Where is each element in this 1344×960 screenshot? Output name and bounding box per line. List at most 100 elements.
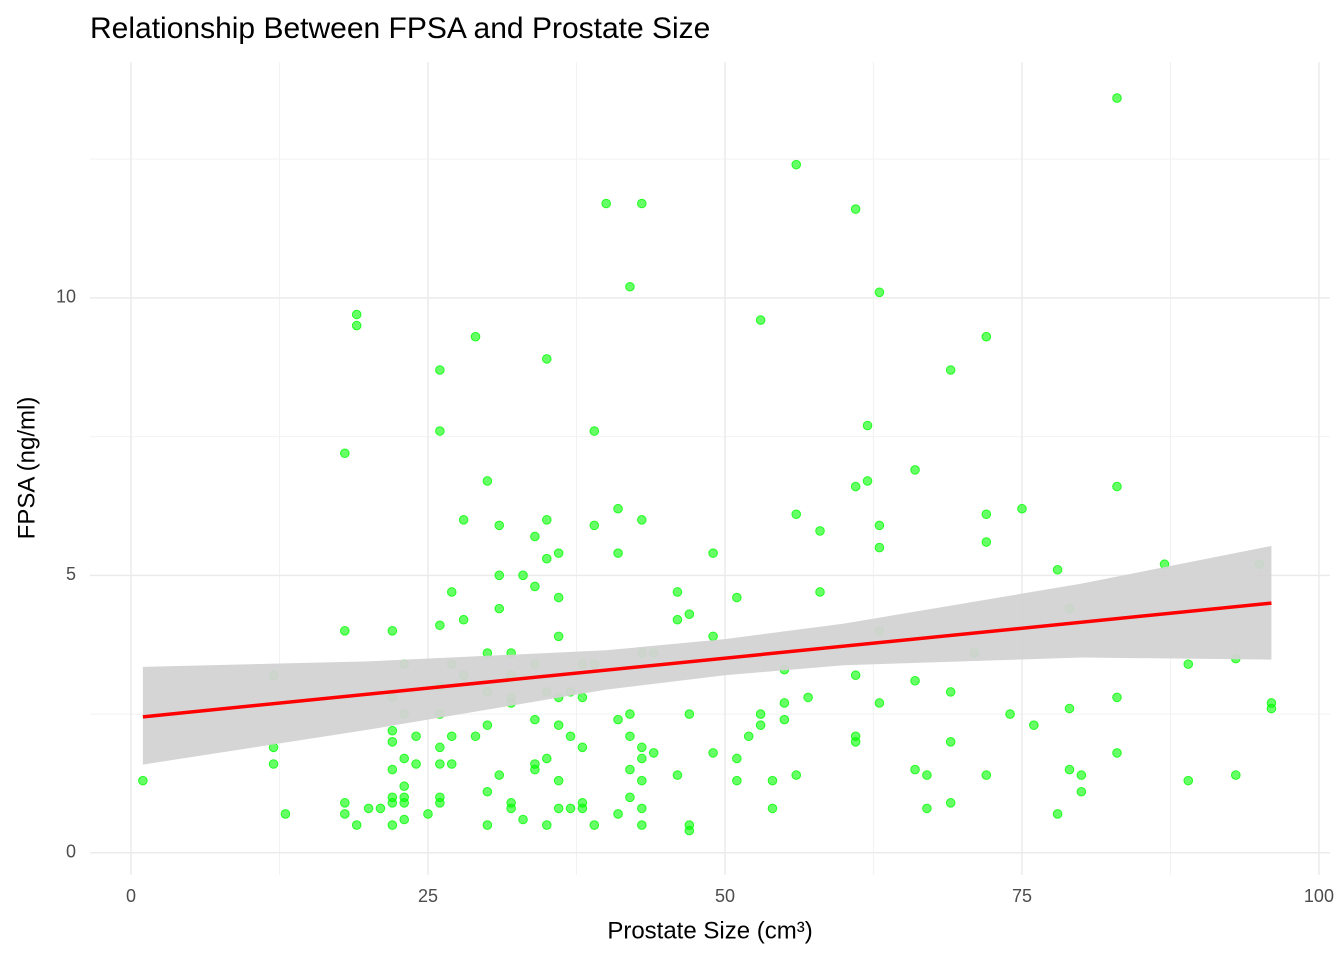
point <box>708 631 718 642</box>
point <box>850 204 861 214</box>
point <box>1005 709 1015 719</box>
point <box>981 770 992 780</box>
point <box>435 742 445 753</box>
point <box>518 814 528 825</box>
point <box>1183 659 1194 669</box>
point <box>387 737 398 747</box>
point <box>1112 692 1122 703</box>
point <box>625 764 635 775</box>
point <box>553 720 564 730</box>
point <box>446 731 457 742</box>
point <box>945 365 956 375</box>
x-tick-label: 100 <box>1304 886 1334 906</box>
point <box>981 537 992 547</box>
point <box>1064 764 1075 775</box>
point <box>791 509 802 520</box>
point <box>910 465 920 475</box>
point <box>482 820 493 830</box>
point <box>565 803 576 814</box>
point <box>791 770 802 780</box>
point <box>482 786 493 797</box>
point <box>553 631 564 642</box>
point <box>874 520 885 531</box>
point <box>672 770 683 780</box>
point <box>458 515 469 525</box>
point <box>791 159 802 170</box>
point <box>565 731 576 742</box>
point <box>577 803 588 814</box>
point <box>506 803 516 814</box>
point <box>708 548 718 558</box>
y-axis-title: FPSA (ng/ml) <box>13 397 40 540</box>
point <box>981 331 992 342</box>
point <box>577 692 588 703</box>
point <box>399 753 410 764</box>
point <box>458 614 469 625</box>
point <box>1112 93 1122 103</box>
point <box>494 770 505 780</box>
point <box>541 354 552 364</box>
point <box>625 731 635 742</box>
point <box>399 798 410 808</box>
point <box>1266 703 1277 714</box>
point <box>922 770 932 780</box>
point <box>446 587 457 597</box>
point <box>672 614 683 625</box>
point <box>518 570 528 581</box>
point <box>553 775 564 786</box>
point <box>589 426 600 436</box>
point <box>981 509 992 520</box>
point <box>708 748 718 758</box>
point <box>637 198 647 209</box>
point <box>755 720 766 730</box>
point <box>850 737 861 747</box>
point <box>435 426 445 436</box>
point <box>779 698 790 708</box>
point <box>1064 703 1075 714</box>
point <box>815 526 825 536</box>
point <box>910 764 920 775</box>
point <box>411 759 421 769</box>
point <box>530 531 540 542</box>
point <box>435 620 445 631</box>
point <box>494 570 505 581</box>
point <box>351 309 362 320</box>
x-tick-label: 75 <box>1012 886 1032 906</box>
point <box>435 798 445 808</box>
point <box>862 420 873 431</box>
point <box>577 742 588 753</box>
point <box>1230 770 1241 780</box>
point <box>755 315 766 325</box>
point <box>1076 770 1087 780</box>
point <box>803 692 813 703</box>
point <box>637 742 647 753</box>
point <box>1017 503 1027 514</box>
point <box>637 515 647 525</box>
point <box>1112 481 1122 492</box>
point <box>399 814 410 825</box>
point <box>613 548 623 558</box>
point <box>945 687 956 697</box>
point <box>815 587 825 597</box>
point <box>1052 564 1063 575</box>
chart-title: Relationship Between FPSA and Prostate S… <box>90 12 710 45</box>
point <box>601 198 611 209</box>
point <box>470 731 481 742</box>
x-tick-label: 0 <box>126 886 136 906</box>
point <box>1183 775 1194 786</box>
point <box>755 709 766 719</box>
point <box>340 798 350 808</box>
point <box>423 809 433 819</box>
point <box>363 803 374 814</box>
point <box>767 775 778 786</box>
point <box>541 515 552 525</box>
point <box>541 820 552 830</box>
confidence-band <box>142 545 1272 765</box>
point <box>387 764 398 775</box>
point <box>340 809 350 819</box>
point <box>387 725 398 736</box>
point <box>625 281 635 292</box>
point <box>922 803 932 814</box>
